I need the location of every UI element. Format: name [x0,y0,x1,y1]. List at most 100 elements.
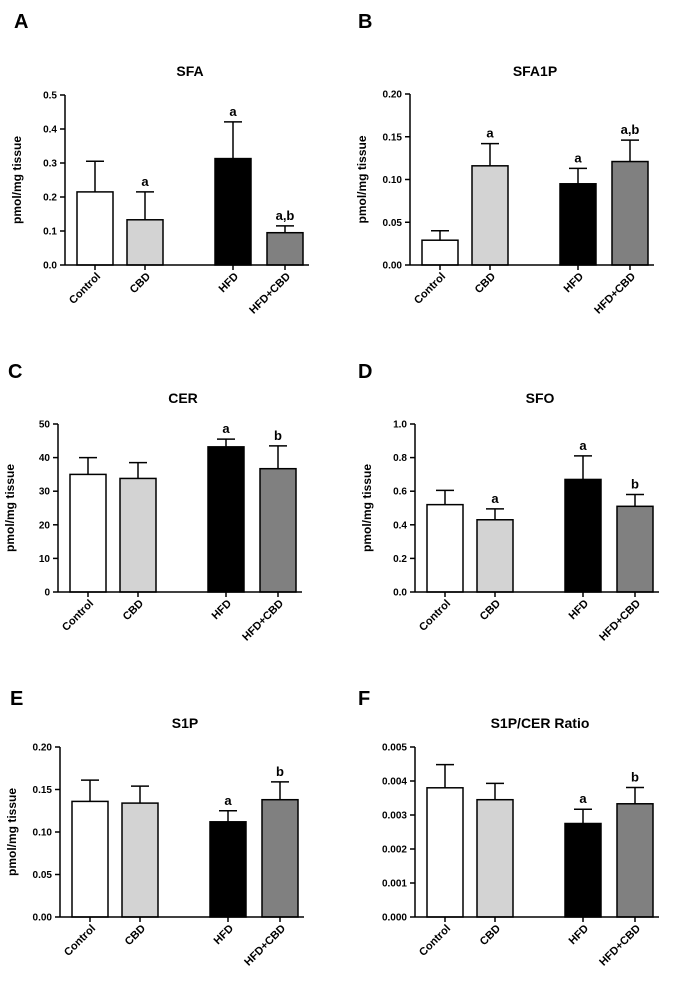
significance-label: b [631,477,639,492]
bar [476,519,514,593]
bar [559,183,597,266]
y-tick-label: 0.05 [383,218,403,229]
y-tick-label: 0.1 [43,227,57,238]
chart-panel-f: F S1P/CER Ratio Control CBD a HFD b HFD+CBD 0.00… [358,688,659,969]
chart-panel-a: A SFA pmol/mg tissue Control a CBD a HFD a,b HFD+… [10,11,309,317]
y-tick-label: 0.00 [383,261,403,272]
panel-letter: F [358,688,370,710]
chart-title: S1P [172,715,198,731]
significance-label: a [579,791,587,806]
chart-panel-e: E S1P pmol/mg tissue Control CBD a HFD b HFD+CBD… [5,688,304,969]
y-tick-label: 0.3 [43,159,57,170]
y-tick-label: 0.5 [43,91,57,102]
significance-label: a [579,438,587,453]
x-tick-label: Control [67,271,103,307]
chart-title: S1P/CER Ratio [491,715,590,731]
y-tick-label: 0.15 [33,785,53,796]
x-tick-label: HFD+CBD [242,923,288,969]
x-tick-label: CBD [121,598,146,623]
x-tick-label: CBD [123,923,148,948]
bar [564,822,602,918]
bar [616,505,654,593]
x-tick-label: CBD [478,923,503,948]
y-tick-label: 1.0 [393,420,407,431]
bar [69,473,107,593]
bar [209,821,247,918]
y-tick-label: 0.002 [382,845,407,856]
y-tick-label: 0.2 [43,193,57,204]
y-tick-label: 0.8 [393,453,407,464]
y-tick-label: 0.20 [33,743,53,754]
x-tick-label: HFD [567,923,592,948]
y-tick-label: 0.001 [382,879,407,890]
significance-label: a [224,793,232,808]
y-axis-label: pmol/mg tissue [10,136,24,224]
panel-letter: E [10,688,23,710]
y-tick-label: 20 [39,520,51,531]
significance-label: a [222,421,230,436]
y-tick-label: 0.05 [33,870,53,881]
y-tick-label: 0.10 [33,828,53,839]
x-tick-label: CBD [473,271,498,296]
significance-label: a [486,126,494,141]
y-tick-label: 0.10 [383,175,403,186]
y-tick-label: 0.00 [33,913,53,924]
x-tick-label: HFD [212,923,237,948]
bar [426,503,464,593]
bar [564,478,602,593]
significance-label: a,b [621,122,640,137]
y-tick-label: 0.004 [382,777,407,788]
bar [611,160,649,266]
y-tick-label: 40 [39,453,51,464]
chart-panel-d: D SFO pmol/mg tissue Control a CBD a HFD b HFD+CB… [358,361,659,644]
chart-title: SFO [526,390,555,406]
y-tick-label: 50 [39,420,51,431]
x-tick-label: CBD [478,598,503,623]
bar [616,803,654,918]
significance-label: a [229,104,237,119]
x-tick-label: HFD+CBD [247,271,293,317]
significance-label: a,b [276,208,295,223]
bar [71,800,109,918]
bar [126,219,164,266]
x-tick-label: Control [60,598,96,634]
x-tick-label: HFD+CBD [592,271,638,317]
chart-title: CER [168,390,198,406]
y-tick-label: 0.005 [382,743,407,754]
y-axis-label: pmol/mg tissue [360,464,374,552]
bar [119,477,157,593]
panel-letter: A [14,11,28,33]
bar [266,231,304,266]
x-tick-label: HFD+CBD [240,598,286,644]
bar [261,798,299,918]
significance-label: b [276,764,284,779]
y-tick-label: 0.0 [43,261,57,272]
bar [214,157,252,266]
bar [76,191,114,266]
x-tick-label: Control [412,271,448,307]
y-tick-label: 0 [44,588,50,599]
x-tick-label: HFD [217,271,242,296]
significance-label: a [574,150,582,165]
significance-label: a [491,491,499,506]
significance-label: b [631,769,639,784]
x-tick-label: HFD [210,598,235,623]
panel-letter: B [358,11,372,33]
bar [421,239,459,266]
bar [426,787,464,918]
y-tick-label: 0.20 [383,90,403,101]
x-tick-label: HFD+CBD [597,923,643,969]
x-tick-label: CBD [128,271,153,296]
y-tick-label: 30 [39,487,51,498]
y-tick-label: 0.4 [43,125,57,136]
y-tick-label: 0.000 [382,913,407,924]
y-tick-label: 0.4 [393,520,407,531]
x-tick-label: Control [62,923,98,959]
y-tick-label: 10 [39,554,51,565]
x-tick-label: Control [417,923,453,959]
chart-title: SFA1P [513,63,557,79]
significance-label: b [274,428,282,443]
bar [207,446,245,593]
chart-panel-c: C CER pmol/mg tissue Control CBD a HFD b HFD+CBD… [3,361,302,644]
